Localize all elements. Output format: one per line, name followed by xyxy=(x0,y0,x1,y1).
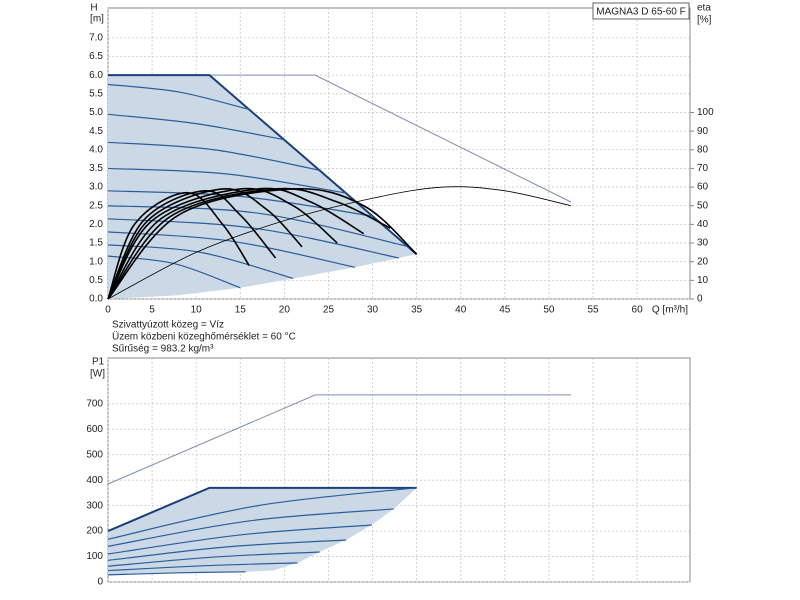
curve xyxy=(107,187,365,300)
curve xyxy=(107,571,246,576)
x-tick-label: 35 xyxy=(411,305,423,316)
y-tick-label: 0 xyxy=(97,577,103,588)
curve xyxy=(107,551,320,567)
annotation: Üzem közbeni közeghőmérséklet = 60 °C xyxy=(112,331,296,343)
x-tick-label: 10 xyxy=(191,305,203,316)
curve xyxy=(107,524,372,555)
annotation: Sűrűség = 983.2 kg/m³ xyxy=(112,344,214,355)
y2-tick-label: 70 xyxy=(697,163,709,174)
y-tick-label: 200 xyxy=(86,526,103,537)
curve xyxy=(107,205,408,247)
y-unit: [m] xyxy=(90,14,104,25)
title-box xyxy=(592,2,690,20)
y-label: P1 xyxy=(92,357,105,368)
curve xyxy=(107,487,417,540)
y2-label: eta xyxy=(697,3,711,14)
x-tick-label: 5 xyxy=(149,305,155,316)
x-tick-label: 40 xyxy=(455,305,467,316)
y-unit: [W] xyxy=(90,369,105,380)
curve xyxy=(107,218,400,259)
y-tick-label: 5.0 xyxy=(89,107,103,118)
curve xyxy=(107,167,347,194)
curve xyxy=(107,187,338,300)
curve xyxy=(107,191,250,300)
annotation: Szivattyúzott közeg = Víz xyxy=(112,320,224,331)
x-tick-label: 15 xyxy=(235,305,247,316)
y-tick-label: 1.0 xyxy=(89,256,103,267)
y2-tick-label: 40 xyxy=(697,219,709,230)
y2-tick-label: 0 xyxy=(697,294,703,305)
y-tick-label: 600 xyxy=(86,424,103,435)
y-tick-label: 400 xyxy=(86,475,103,486)
curve xyxy=(107,562,298,572)
curve xyxy=(107,113,285,141)
y2-unit: [%] xyxy=(697,15,712,26)
curve xyxy=(108,74,418,255)
y2-tick-label: 50 xyxy=(697,200,709,211)
y-tick-label: 6.5 xyxy=(89,51,103,62)
x-tick-label: 60 xyxy=(632,305,644,316)
curve xyxy=(107,190,373,217)
y-tick-label: 2.0 xyxy=(89,219,103,230)
y-tick-label: 500 xyxy=(86,449,103,460)
curve xyxy=(107,486,417,533)
x-tick-label: 30 xyxy=(367,305,379,316)
curve xyxy=(107,186,572,300)
y-tick-label: 0.0 xyxy=(89,294,103,305)
x-tick-label: 20 xyxy=(279,305,291,316)
y-tick-label: 4.5 xyxy=(89,126,103,137)
curve xyxy=(107,539,347,561)
y2-tick-label: 30 xyxy=(697,238,709,249)
y-tick-label: 100 xyxy=(86,551,103,562)
x-label: Q [m³/h] xyxy=(652,305,688,316)
curve xyxy=(107,188,303,300)
y-tick-label: 700 xyxy=(86,398,103,409)
y2-tick-label: 60 xyxy=(697,182,709,193)
y2-tick-label: 10 xyxy=(697,275,709,286)
x-tick-label: 45 xyxy=(499,305,511,316)
y-tick-label: 3.0 xyxy=(89,182,103,193)
y-tick-label: 7.0 xyxy=(89,32,103,43)
y2-tick-label: 20 xyxy=(697,256,709,267)
y-tick-label: 6.0 xyxy=(89,70,103,81)
curve xyxy=(107,508,394,547)
x-tick-label: 25 xyxy=(323,305,335,316)
y-tick-label: 3.5 xyxy=(89,163,103,174)
x-tick-label: 50 xyxy=(543,305,555,316)
x-tick-label: 0 xyxy=(105,305,111,316)
operating-area xyxy=(108,487,417,575)
curve xyxy=(107,141,320,171)
operating-area xyxy=(108,75,417,300)
curve xyxy=(107,83,250,111)
y-tick-label: 2.5 xyxy=(89,200,103,211)
y-tick-label: 5.5 xyxy=(89,88,103,99)
chart-title: MAGNA3 D 65-60 F xyxy=(596,7,685,18)
y-tick-label: 1.5 xyxy=(89,238,103,249)
curve xyxy=(107,394,571,485)
y-label: H xyxy=(90,3,97,14)
x-tick-label: 55 xyxy=(587,305,599,316)
y-tick-label: 300 xyxy=(86,500,103,511)
curve xyxy=(107,190,277,300)
y-tick-label: 0.5 xyxy=(89,275,103,286)
y-tick-label: 4.0 xyxy=(89,144,103,155)
curve xyxy=(107,187,418,300)
y2-tick-label: 90 xyxy=(697,126,709,137)
curve xyxy=(107,187,391,300)
y2-tick-label: 100 xyxy=(697,107,714,118)
y2-tick-label: 80 xyxy=(697,144,709,155)
